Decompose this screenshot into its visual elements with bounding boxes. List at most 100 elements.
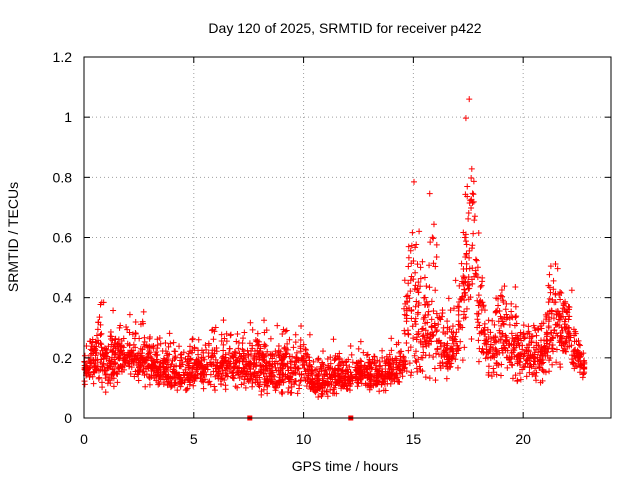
data-point bbox=[575, 349, 582, 356]
data-point bbox=[361, 371, 368, 378]
data-point bbox=[405, 280, 412, 287]
data-point bbox=[548, 310, 555, 317]
data-point bbox=[214, 372, 221, 379]
data-point bbox=[294, 390, 301, 397]
data-point bbox=[477, 298, 484, 305]
data-point bbox=[157, 359, 164, 366]
data-point bbox=[98, 379, 105, 386]
data-point bbox=[100, 355, 107, 362]
data-point bbox=[115, 340, 122, 347]
data-point bbox=[221, 357, 228, 364]
data-point bbox=[400, 353, 407, 360]
data-point bbox=[139, 357, 146, 364]
data-point bbox=[523, 373, 530, 380]
data-point bbox=[476, 299, 483, 306]
data-point bbox=[124, 326, 131, 333]
data-point bbox=[126, 311, 133, 318]
data-point bbox=[465, 296, 472, 303]
data-point bbox=[126, 342, 133, 349]
data-point bbox=[470, 198, 477, 205]
data-point bbox=[330, 336, 337, 343]
data-point bbox=[212, 324, 219, 331]
data-point bbox=[290, 369, 297, 376]
data-point bbox=[102, 350, 109, 357]
data-point bbox=[235, 371, 242, 378]
data-point bbox=[269, 355, 276, 362]
data-point bbox=[474, 316, 481, 323]
data-point bbox=[430, 308, 437, 315]
data-point bbox=[428, 323, 435, 330]
data-point bbox=[297, 348, 304, 355]
data-point bbox=[431, 320, 438, 327]
data-point bbox=[549, 361, 556, 368]
data-point bbox=[415, 279, 422, 286]
data-point bbox=[571, 353, 578, 360]
data-point bbox=[413, 336, 420, 343]
data-point bbox=[339, 383, 346, 390]
data-point bbox=[349, 359, 356, 366]
data-point bbox=[552, 321, 559, 328]
data-point bbox=[195, 336, 202, 343]
data-point bbox=[554, 265, 561, 272]
data-point bbox=[499, 331, 506, 338]
data-point bbox=[542, 369, 549, 376]
data-point bbox=[490, 344, 497, 351]
data-point bbox=[282, 371, 289, 378]
data-point bbox=[482, 337, 489, 344]
data-point bbox=[433, 328, 440, 335]
data-point bbox=[479, 274, 486, 281]
data-point bbox=[502, 332, 509, 339]
x-tick-labels: 0 5 10 15 20 bbox=[80, 431, 531, 447]
data-point bbox=[324, 393, 331, 400]
data-point bbox=[257, 345, 264, 352]
data-point bbox=[104, 364, 111, 371]
data-point bbox=[210, 368, 217, 375]
data-point bbox=[85, 357, 92, 364]
data-point bbox=[407, 277, 414, 284]
data-point bbox=[104, 380, 111, 387]
data-point bbox=[330, 371, 337, 378]
data-point bbox=[417, 338, 424, 345]
data-point bbox=[394, 365, 401, 372]
data-point bbox=[167, 340, 174, 347]
data-point bbox=[310, 380, 317, 387]
data-point bbox=[102, 389, 109, 396]
data-point bbox=[498, 287, 505, 294]
data-point bbox=[303, 359, 310, 366]
data-point bbox=[206, 378, 213, 385]
data-point bbox=[298, 371, 305, 378]
data-point bbox=[232, 349, 239, 356]
data-point bbox=[173, 362, 180, 369]
data-point bbox=[446, 348, 453, 355]
data-point bbox=[319, 359, 326, 366]
data-point bbox=[441, 342, 448, 349]
data-point bbox=[283, 327, 290, 334]
data-point bbox=[132, 319, 139, 326]
data-point bbox=[514, 352, 521, 359]
data-point bbox=[565, 330, 572, 337]
data-point bbox=[240, 355, 247, 362]
data-point bbox=[241, 329, 248, 336]
data-point bbox=[492, 308, 499, 315]
data-point bbox=[266, 373, 273, 380]
data-point bbox=[381, 370, 388, 377]
data-point bbox=[315, 372, 322, 379]
data-point bbox=[412, 348, 419, 355]
data-point bbox=[332, 382, 339, 389]
data-point bbox=[554, 332, 561, 339]
data-point bbox=[122, 359, 129, 366]
data-point bbox=[235, 339, 242, 346]
data-point bbox=[422, 301, 429, 308]
data-point bbox=[431, 365, 438, 372]
data-point bbox=[497, 336, 504, 343]
data-point bbox=[379, 378, 386, 385]
data-point bbox=[459, 357, 466, 364]
data-point bbox=[446, 334, 453, 341]
data-point bbox=[137, 345, 144, 352]
data-point bbox=[458, 260, 465, 267]
data-point bbox=[449, 355, 456, 362]
data-point bbox=[426, 352, 433, 359]
data-point bbox=[523, 356, 530, 363]
data-point bbox=[406, 295, 413, 302]
